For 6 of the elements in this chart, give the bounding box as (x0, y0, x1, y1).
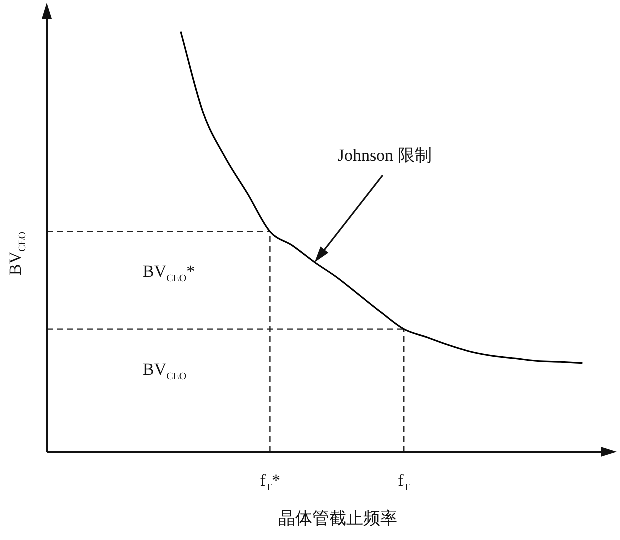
ref-line-label: BV$_{CEO}$ (143, 360, 187, 382)
annotation: Johnson 限制 (338, 146, 432, 166)
x-axis-title: 晶体管截止频率 (278, 509, 398, 528)
ref-line-label: BV$_{CEO}$* (143, 262, 196, 285)
x-tick-label: f$_{T}$* (260, 471, 280, 494)
x-tick-label: f$_{T}$ (398, 471, 410, 494)
